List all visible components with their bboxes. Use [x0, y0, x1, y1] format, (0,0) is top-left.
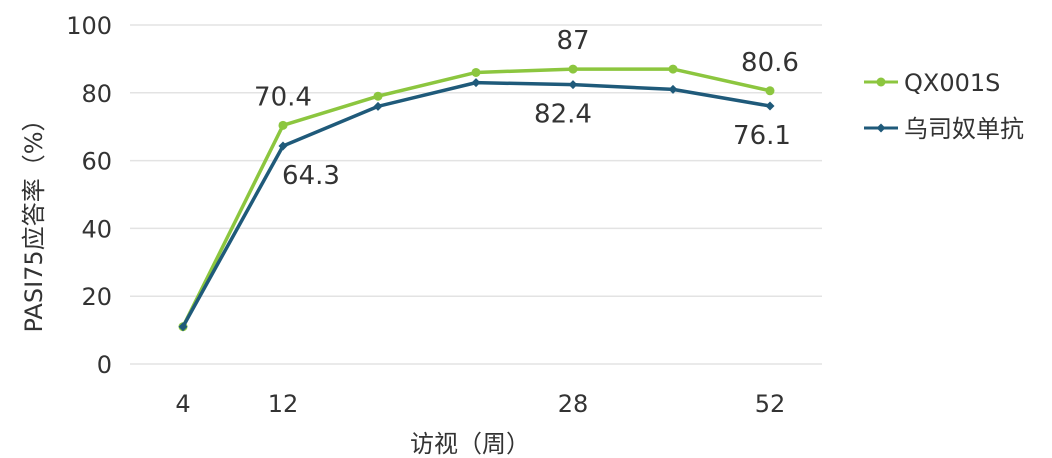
data-label: 80.6 [741, 48, 799, 78]
data-point-marker [373, 101, 383, 111]
data-point-marker [278, 120, 288, 130]
y-axis-ticks: 0 20 40 60 80 100 [66, 12, 112, 379]
data-point-marker [765, 86, 775, 96]
data-point-marker [471, 67, 481, 77]
legend: QX001S 乌司奴单抗 [864, 69, 1024, 143]
data-point-marker [278, 141, 288, 151]
x-tick-label: 4 [175, 390, 190, 418]
series-lines [178, 64, 775, 332]
series-line-2 [181, 80, 772, 329]
gridlines [130, 24, 822, 365]
data-label: 64.3 [282, 161, 340, 191]
x-tick-label: 28 [558, 390, 589, 418]
data-point-marker [765, 101, 775, 111]
legend-marker [876, 123, 886, 133]
data-labels: 70.4 87 80.6 64.3 82.4 76.1 [254, 26, 799, 191]
data-label: 87 [556, 26, 589, 56]
y-tick-label: 100 [66, 12, 112, 40]
data-point-marker [668, 84, 678, 94]
x-tick-label: 12 [268, 390, 299, 418]
data-point-marker [668, 64, 678, 74]
data-point-marker [373, 91, 383, 101]
y-tick-label: 0 [97, 351, 112, 379]
data-label: 76.1 [733, 121, 791, 151]
data-point-marker [568, 64, 578, 74]
data-label: 70.4 [254, 82, 312, 112]
y-axis-title: PASI75应答率（%） [20, 107, 48, 332]
data-point-marker [178, 322, 188, 332]
x-axis-title: 访视（周） [410, 430, 530, 458]
data-point-marker [568, 80, 578, 90]
legend-marker [876, 77, 886, 87]
x-axis-ticks: 4 12 28 52 [175, 390, 785, 418]
legend-label: QX001S [904, 69, 1000, 97]
y-tick-label: 60 [81, 148, 112, 176]
y-tick-label: 20 [81, 283, 112, 311]
legend-label: 乌司奴单抗 [904, 115, 1024, 143]
x-tick-label: 52 [755, 390, 786, 418]
y-tick-label: 80 [81, 80, 112, 108]
data-point-marker [471, 78, 481, 88]
y-tick-label: 40 [81, 215, 112, 243]
data-label: 82.4 [534, 100, 592, 130]
